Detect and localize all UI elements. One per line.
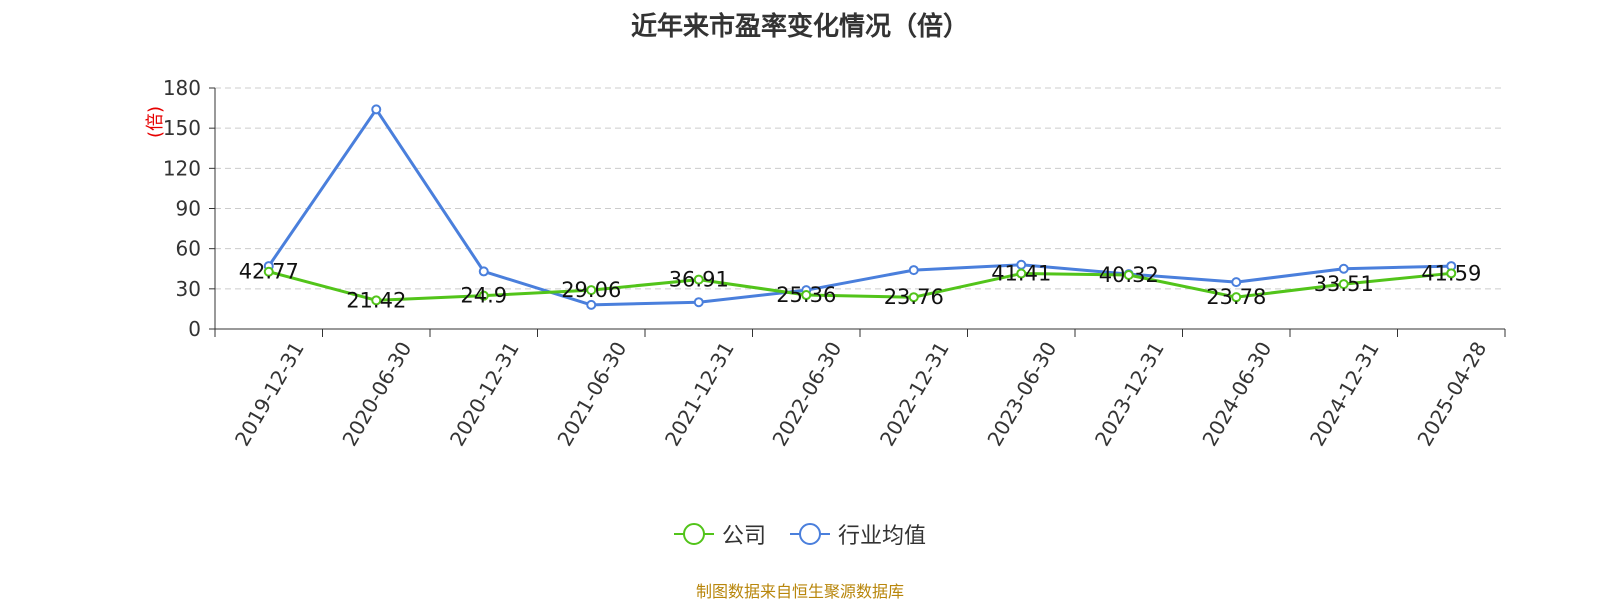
data-point-industry [478, 266, 489, 277]
data-labels: 42.77 21.42 24.9 29.06 36.91 25.36 23.76 41.41 4… [239, 260, 1482, 313]
x-tick-label: 2024-06-30 [1197, 338, 1276, 451]
legend-label-industry: 行业均值 [838, 524, 927, 549]
data-point-industry [586, 299, 597, 310]
y-axis-label: (倍) [145, 106, 166, 138]
data-point-company [1231, 292, 1242, 303]
data-point-company [1446, 268, 1457, 279]
legend-industry-marker [790, 523, 830, 545]
y-tick-label: 90 [176, 197, 201, 221]
data-label: 23.78 [1206, 285, 1266, 309]
data-point-industry [908, 265, 919, 276]
grid-lines [215, 87, 1505, 290]
data-label: 23.76 [884, 285, 944, 309]
data-label: 24.9 [460, 284, 507, 308]
series-line-industry [267, 107, 1452, 307]
x-tick-label: 2022-12-31 [875, 338, 954, 451]
data-point-company [478, 290, 489, 301]
x-tick-label: 2023-06-30 [982, 338, 1061, 451]
data-label: 29.06 [561, 278, 621, 302]
data-point-industry [1231, 277, 1242, 288]
data-point-company [908, 292, 919, 303]
x-tick-label: 2019-12-31 [230, 338, 309, 451]
data-label: 36.91 [669, 268, 729, 292]
x-tick-label: 2024-12-31 [1305, 338, 1384, 451]
y-tick-label: 0 [188, 317, 201, 341]
data-point-company [586, 285, 597, 296]
data-label: 41.59 [1421, 261, 1481, 285]
x-tick-label: 2025-04-28 [1412, 338, 1491, 451]
data-point-company [1016, 268, 1027, 279]
y-tick-label: 150 [163, 116, 201, 140]
y-tick-label: 30 [176, 277, 201, 301]
x-tick-label: 2020-12-31 [445, 338, 524, 451]
x-tick-label: 2021-06-30 [552, 338, 631, 451]
y-tick-label: 120 [163, 156, 201, 180]
legend-item-industry[interactable]: 行业均值 [790, 518, 926, 550]
data-point-industry [1338, 263, 1349, 274]
data-point-industry [371, 104, 382, 115]
data-point-company [263, 266, 274, 277]
legend-label-company: 公司 [721, 524, 766, 549]
y-tick-label: 180 [163, 76, 201, 100]
x-tick-label: 2023-12-31 [1090, 338, 1169, 451]
data-point-company [1123, 270, 1134, 281]
data-label: 42.77 [239, 260, 299, 284]
data-point-company [1338, 279, 1349, 290]
data-label: 40.32 [1099, 263, 1159, 287]
data-point-industry [693, 297, 704, 308]
x-tick-label: 2020-06-30 [337, 338, 416, 451]
chart-title: 近年来市盈率变化情况（倍） [630, 12, 969, 42]
x-tick-label: 2021-12-31 [660, 338, 739, 451]
y-tick-label: 60 [176, 237, 201, 261]
series-line-company [268, 270, 1452, 302]
data-point-company [371, 295, 382, 306]
legend: 公司 行业均值 [0, 518, 1600, 550]
legend-item-company[interactable]: 公司 [673, 518, 766, 550]
data-label: 21.42 [346, 288, 406, 312]
data-point-company [693, 274, 704, 285]
series [263, 104, 1457, 310]
x-tick-label: 2022-06-30 [767, 338, 846, 451]
data-label: 41.41 [991, 262, 1051, 286]
data-label: 25.36 [776, 283, 836, 307]
data-label: 33.51 [1314, 272, 1374, 296]
data-point-company [801, 290, 812, 301]
data-source-note: 制图数据来自恒生聚源数据库 [695, 582, 904, 601]
legend-company-marker [673, 523, 714, 545]
axes: 0 30 60 90 120 150 180 2019-12-31 2020-06-30 2020… [163, 76, 1506, 451]
